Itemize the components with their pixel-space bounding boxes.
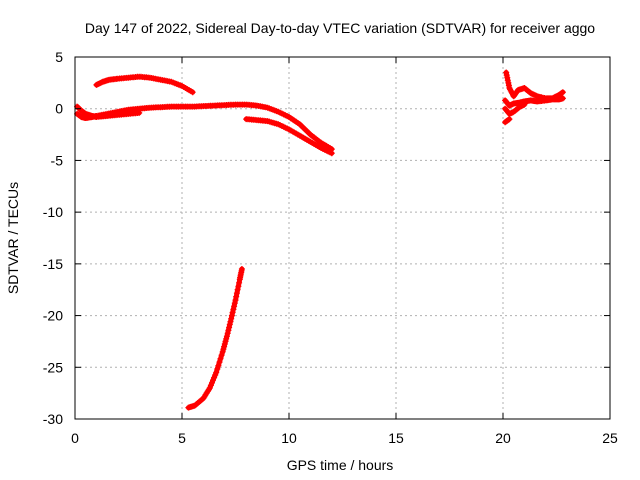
chart-title: Day 147 of 2022, Sidereal Day-to-day VTE… [85, 20, 595, 36]
data-point [227, 318, 234, 325]
plot-frame [74, 56, 611, 420]
data-point [231, 300, 238, 307]
data-point [216, 359, 223, 366]
y-tick-label: -10 [43, 204, 63, 220]
data-point [236, 279, 243, 286]
data-point [521, 101, 528, 108]
data-point [226, 324, 233, 331]
data-point [228, 312, 235, 319]
data-point [136, 109, 143, 116]
data-point [226, 321, 233, 328]
data-point [189, 89, 196, 96]
y-tick-label: 5 [55, 49, 63, 65]
x-tick-label: 25 [602, 430, 618, 446]
y-axis-label: SDTVAR / TECUs [5, 182, 21, 294]
data-point [559, 95, 566, 102]
data-point [234, 286, 241, 293]
x-tick-label: 10 [281, 430, 297, 446]
x-axis-label: GPS time / hours [287, 457, 394, 473]
data-point [217, 355, 224, 362]
data-point [230, 306, 237, 313]
y-tick-label: -5 [51, 152, 64, 168]
data-point [224, 330, 231, 337]
y-tick-label: 0 [55, 101, 63, 117]
series-arc-4 [243, 116, 335, 157]
ticks: 0 5 10 15 20 25 5 0 -5 -10 -15 -20 -25 -30 [43, 49, 618, 446]
data-point [235, 283, 242, 290]
data-point [213, 369, 220, 376]
data-point [238, 266, 245, 272]
data-point [214, 366, 221, 372]
data-point [233, 293, 240, 300]
x-tick-label: 20 [495, 430, 511, 446]
data-point [233, 290, 240, 297]
data-point [225, 327, 232, 334]
data-point [506, 116, 513, 123]
y-tick-label: -25 [43, 359, 63, 375]
x-tick-label: 0 [71, 430, 79, 446]
series-arc-8 [502, 101, 528, 117]
series-arc-5 [185, 266, 245, 411]
data-point [231, 303, 238, 310]
series-arc-9 [502, 116, 513, 126]
data-point [559, 89, 566, 96]
y-tick-label: -30 [43, 411, 63, 427]
data-point [218, 352, 225, 359]
x-tick-label: 15 [388, 430, 404, 446]
y-tick-label: -20 [43, 308, 63, 324]
series-arc-3 [93, 73, 196, 96]
x-tick-label: 5 [178, 430, 186, 446]
y-tick-label: -15 [43, 256, 63, 272]
data-point [328, 150, 335, 157]
data-point [232, 297, 239, 304]
data-point [228, 315, 235, 322]
data-point [223, 333, 230, 340]
data-point [229, 309, 236, 316]
data-points [74, 69, 566, 411]
data-point [215, 362, 222, 369]
